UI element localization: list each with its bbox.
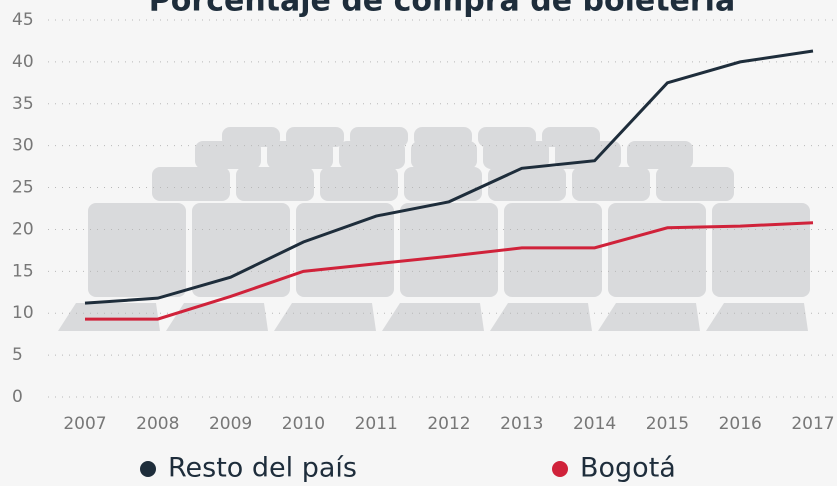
y-tick-label: 35 [12,94,34,114]
x-tick-label: 2015 [646,414,689,434]
seat [400,203,498,297]
seat-decoration [58,127,810,331]
y-tick-label: 40 [12,52,34,72]
seat [88,203,186,297]
legend-marker [552,461,568,477]
seat [152,167,230,201]
y-tick-label: 20 [12,219,34,239]
seat [712,203,810,297]
legend-label: Bogotá [580,453,676,484]
y-tick-label: 5 [12,345,23,365]
seat [236,167,314,201]
seat [627,141,693,169]
x-tick-label: 2014 [573,414,616,434]
seat [706,303,808,331]
x-tick-label: 2012 [427,414,470,434]
x-tick-label: 2008 [136,414,179,434]
seat [404,167,482,201]
x-tick-label: 2009 [209,414,252,434]
seat [656,167,734,201]
legend-marker [140,461,156,477]
y-tick-label: 0 [12,387,23,407]
seat [166,303,268,331]
chart-title: Porcentaje de compra de boletería [149,0,735,19]
line-series [85,221,814,321]
seat [58,303,160,331]
seat [267,141,333,169]
seat [382,303,484,331]
seat [320,167,398,201]
y-tick-label: 15 [12,261,34,281]
seat [339,141,405,169]
line-series [84,49,814,305]
seat [598,303,700,331]
seat [504,203,602,297]
x-tick-label: 2016 [719,414,762,434]
seat [490,303,592,331]
seat [488,167,566,201]
seat [296,203,394,297]
x-tick-label: 2017 [791,414,834,434]
seat [411,141,477,169]
y-tick-label: 30 [12,136,34,156]
x-tick-label: 2010 [282,414,325,434]
seat [572,167,650,201]
legend-label: Resto del país [168,453,357,484]
y-tick-label: 25 [12,178,34,198]
seat [274,303,376,331]
seat [608,203,706,297]
seat [195,141,261,169]
x-tick-label: 2011 [355,414,398,434]
x-tick-label: 2007 [63,414,106,434]
seat [483,141,549,169]
seat [192,203,290,297]
y-tick-label: 45 [12,10,34,30]
y-tick-label: 10 [12,303,34,323]
x-tick-label: 2013 [500,414,543,434]
